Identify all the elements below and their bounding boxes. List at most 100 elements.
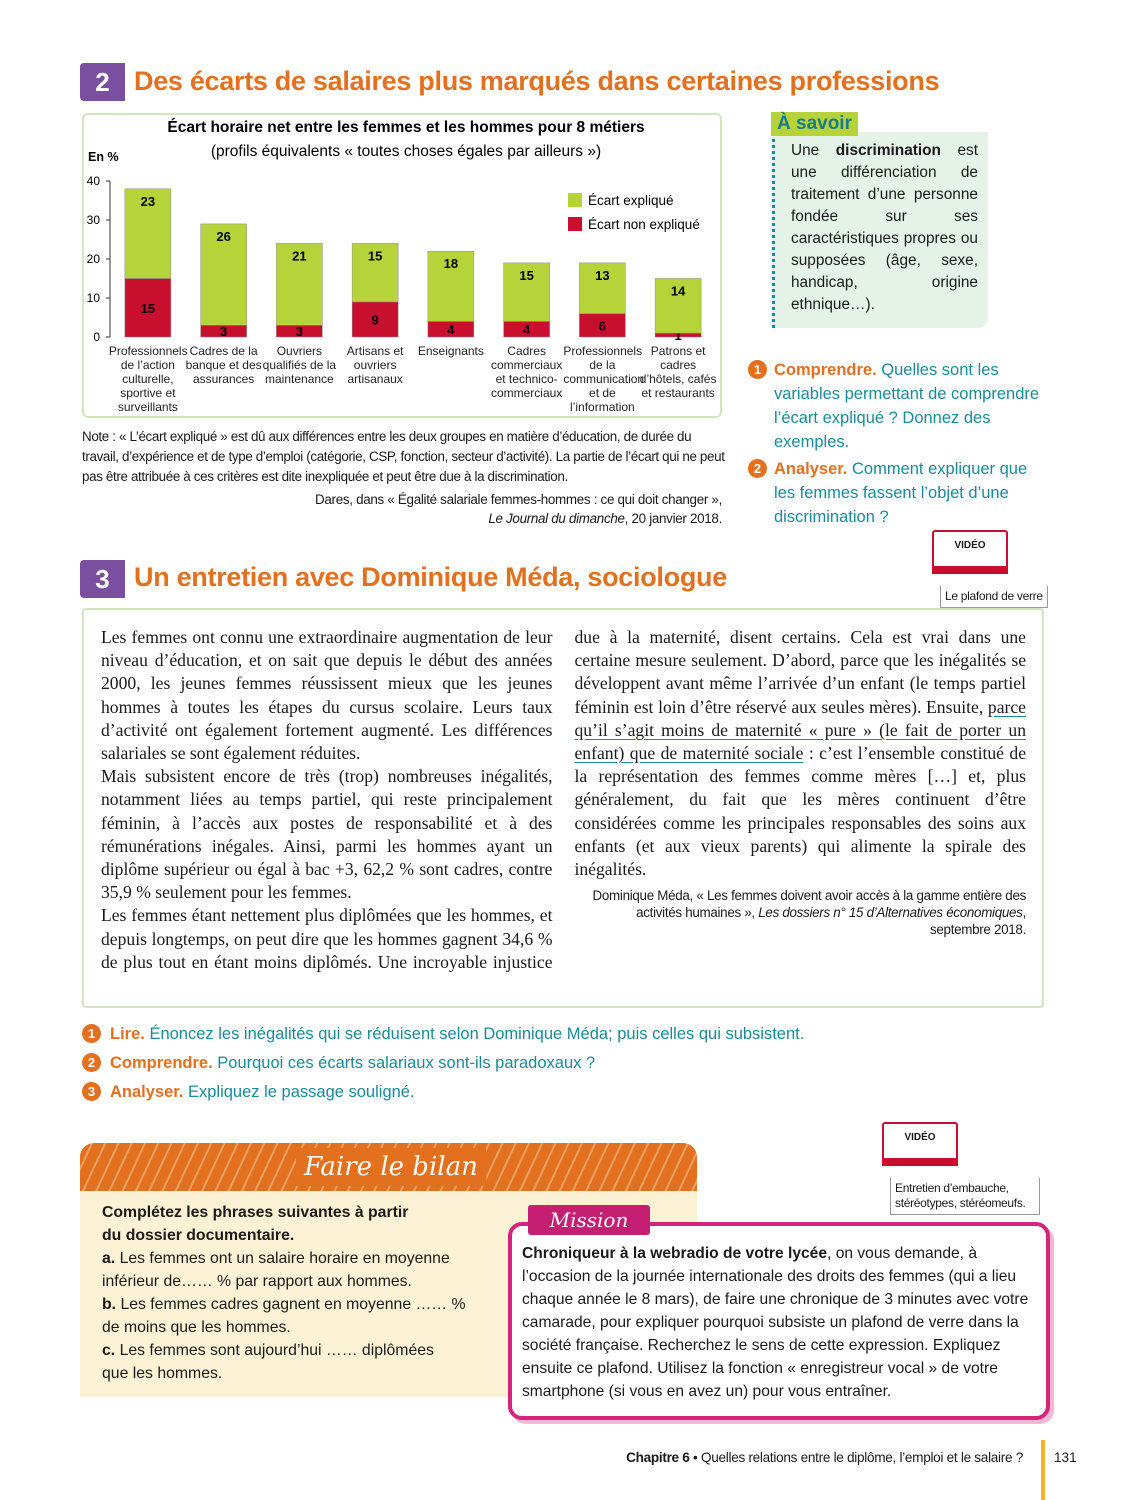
- source-end: , septembre 2018.: [930, 905, 1026, 938]
- question: 2 Comprendre. Pourquoi ces écarts salaria…: [82, 1051, 1042, 1080]
- y-axis-label: En %: [88, 150, 119, 164]
- x-tick-label: Enseignants: [417, 344, 484, 358]
- value-label: 15: [368, 248, 382, 263]
- text: : c’est l’ensemble constitué de la repré…: [574, 743, 1027, 880]
- value-label: 23: [141, 194, 155, 209]
- question-label: Analyser.: [110, 1083, 184, 1101]
- bar-segment: [276, 243, 323, 326]
- question-text: Quelles sont les variables permettant de…: [774, 361, 1040, 451]
- value-label: 1: [675, 328, 682, 343]
- bar-segment: [579, 262, 626, 314]
- bar-segment: [124, 188, 172, 279]
- footer-bar: [1041, 1440, 1045, 1500]
- value-label: 18: [444, 256, 458, 271]
- paragraph: Les femmes étant nettement plus diplômée…: [101, 626, 1026, 996]
- question-number: 1: [748, 360, 767, 379]
- underlined-text: parce qu’il s’agit moins de maternité « …: [574, 696, 1027, 764]
- x-tick-label: Professionnels de l’action culturelle, s…: [108, 344, 188, 414]
- question: 2 Analyser. Comment expliquer que les fem…: [748, 457, 1048, 529]
- x-tick-label: Ouvriers qualifiés de la maintenance: [262, 344, 337, 386]
- mission-title: Mission: [528, 1205, 650, 1235]
- questions: 1 Comprendre. Quelles sont les variables …: [748, 358, 1048, 529]
- question-number: 3: [82, 1082, 101, 1101]
- legend-label: Écart non expliqué: [588, 217, 700, 232]
- item-text: Les femmes cadres gagnent en moyenne …… …: [102, 1296, 466, 1336]
- value-label: 14: [671, 284, 686, 299]
- question-text: Expliquez le passage souligné.: [187, 1083, 415, 1101]
- legend-swatch: [568, 193, 582, 207]
- x-tick-label: Patrons et cadres d’hôtels, cafés et res…: [639, 344, 717, 400]
- article-text: Les femmes ont connu une extraordinaire …: [101, 626, 1026, 996]
- y-tick-label: 30: [87, 213, 101, 227]
- question-text: Énoncez les inégalités qui se réduisent …: [149, 1025, 805, 1043]
- source-text: Dominique Méda, « Les femmes doivent avo…: [592, 888, 1027, 921]
- question-text: Pourquoi ces écarts salariaux sont-ils p…: [217, 1054, 596, 1072]
- chart-subtitle: (profils équivalents « toutes choses éga…: [211, 143, 601, 160]
- source-text: Dares, dans « Égalité salariale femmes-h…: [315, 492, 722, 507]
- article-box: Les femmes ont connu une extraordinaire …: [82, 608, 1044, 1008]
- source-italic: Les dossiers n° 15 d’Alternatives économ…: [758, 905, 1023, 921]
- value-label: 9: [372, 312, 379, 327]
- question: 3 Analyser. Expliquez le passage souligné…: [82, 1080, 1042, 1109]
- a-savoir-box: Une discrimination est une différenciati…: [772, 132, 988, 328]
- x-tick-label: Artisans et ouvriers artisanaux: [346, 344, 404, 386]
- value-label: 6: [599, 318, 606, 333]
- question-text: Comment expliquer que les femmes fassent…: [774, 460, 1028, 526]
- bar-segment: [200, 223, 247, 326]
- section-title: Un entretien avec Dominique Méda, sociol…: [134, 562, 727, 592]
- video-caption[interactable]: Entretien d’embauche, stéréotypes, stéré…: [890, 1178, 1040, 1215]
- video-icon[interactable]: VIDÉO: [882, 1122, 958, 1166]
- bilan-item: a. Les femmes ont un salaire horaire en …: [102, 1247, 462, 1293]
- x-tick-label: Professionnels de la communication et de…: [563, 344, 645, 414]
- mission-text: , on vous demande, à l’occasion de la jo…: [522, 1245, 1029, 1400]
- legend-box: [562, 185, 714, 237]
- bar-segment: [351, 301, 399, 338]
- a-savoir-text: Une: [791, 142, 836, 159]
- value-label: 13: [595, 268, 609, 283]
- y-tick-label: 0: [93, 330, 100, 344]
- bilan-intro: Complétez les phrases suivantes à partir…: [102, 1204, 409, 1244]
- video-icon[interactable]: VIDÉO: [932, 530, 1008, 574]
- footer: Chapitre 6 • Quelles relations entre le …: [626, 1450, 1023, 1465]
- bilan-title: Faire le bilan: [296, 1148, 486, 1186]
- item-text: Les femmes ont un salaire horaire en moy…: [102, 1250, 450, 1290]
- mission-box: Chroniqueur à la webradio de votre lycée…: [508, 1222, 1050, 1420]
- value-label: 15: [519, 268, 533, 283]
- video-caption[interactable]: Le plafond de verre: [940, 586, 1048, 608]
- bar-segment: [654, 278, 702, 334]
- y-tick-label: 40: [87, 174, 101, 188]
- value-label: 4: [447, 322, 455, 337]
- a-savoir-text: est une différenciation de traitement d’…: [791, 142, 979, 313]
- value-label: 4: [523, 322, 531, 337]
- questions: 1 Lire. Énoncez les inégalités qui se réd…: [82, 1022, 1042, 1109]
- value-label: 3: [220, 324, 227, 339]
- source-end: , 20 janvier 2018.: [624, 511, 723, 526]
- bar-segment: [351, 243, 399, 303]
- chapter: Chapitre 6: [626, 1450, 690, 1465]
- question-label: Comprendre.: [110, 1054, 213, 1072]
- text: Les femmes étant nettement plus diplômée…: [101, 627, 1026, 972]
- x-tick-label: Cadres de la banque et des assurances: [185, 344, 262, 386]
- bilan-item: b. Les femmes cadres gagnent en moyenne …: [102, 1293, 472, 1339]
- item-label: b.: [102, 1296, 117, 1313]
- bar-segment: [427, 250, 475, 322]
- source-italic: Le Journal du dimanche: [488, 511, 625, 526]
- mission-bold: Chroniqueur à la webradio de votre lycée: [522, 1245, 828, 1262]
- chart-svg: Écart horaire net entre les femmes et le…: [87, 119, 714, 344]
- legend-label: Écart expliqué: [588, 193, 674, 208]
- y-tick-label: 10: [87, 291, 101, 305]
- question: 1 Comprendre. Quelles sont les variables …: [748, 358, 1048, 454]
- y-tick-label: 20: [87, 252, 101, 266]
- item-label: a.: [102, 1250, 116, 1267]
- question-number: 2: [748, 459, 767, 478]
- a-savoir-bold: discrimination: [835, 142, 941, 159]
- question-label: Lire.: [110, 1025, 145, 1043]
- item-label: c.: [102, 1342, 116, 1359]
- a-savoir-title: À savoir: [771, 112, 858, 136]
- question-number: 1: [82, 1024, 101, 1043]
- chapter-title: • Quelles relations entre le diplôme, l’…: [689, 1450, 1023, 1465]
- section-number: 3: [80, 560, 125, 598]
- article-source: Dominique Méda, « Les femmes doivent avo…: [575, 887, 1027, 938]
- item-text: Les femmes sont aujourd’hui …… diplômées…: [102, 1342, 434, 1382]
